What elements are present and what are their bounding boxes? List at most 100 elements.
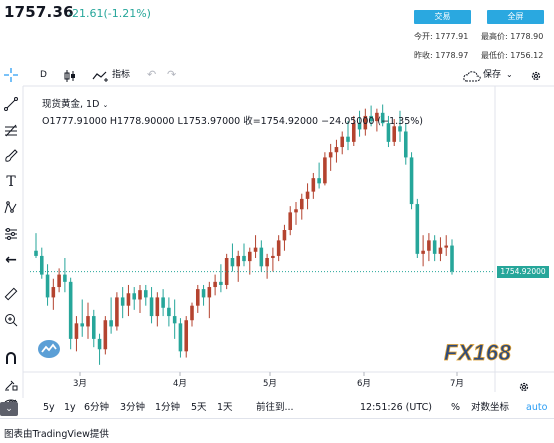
candle-body xyxy=(386,123,391,142)
stat-high: 最高价: 1778.90 xyxy=(481,32,544,41)
pattern-icon[interactable] xyxy=(0,197,22,219)
prediction-icon[interactable] xyxy=(0,223,22,245)
range-5d[interactable]: 5天 xyxy=(191,402,207,413)
candle-body xyxy=(74,323,79,339)
candle-body xyxy=(444,245,449,248)
price-change: -21.61(-1.21%) xyxy=(68,7,151,20)
ohlc-legend: O1777.91000 H1778.90000 L1753.97000 收=17… xyxy=(42,116,423,127)
goto-date-button[interactable]: 前往到... xyxy=(256,402,294,413)
fullscreen-button[interactable]: 全屏 xyxy=(487,10,544,24)
candle-body xyxy=(271,255,275,258)
fx168-watermark: FX168 xyxy=(444,340,540,368)
undo-icon[interactable]: ↶ xyxy=(147,68,157,81)
symbol-legend[interactable]: 现货黄金, 1D ⌄ xyxy=(42,99,109,110)
candle-body xyxy=(161,297,165,308)
candle-body xyxy=(91,316,96,339)
candle-body xyxy=(39,255,44,275)
indicators-icon[interactable] xyxy=(92,69,110,82)
candle-body xyxy=(184,320,189,352)
candle-body xyxy=(68,281,73,339)
candle-body xyxy=(207,287,212,298)
candle-body xyxy=(259,247,264,267)
quote-header: 1757.36 -21.61(-1.21%) 交易 全屏 今开: 1777.91… xyxy=(0,0,554,64)
cloud-icon[interactable] xyxy=(463,69,481,82)
candle-body xyxy=(190,305,194,321)
candle-body xyxy=(126,293,131,306)
candle-body xyxy=(363,115,368,130)
candle-body xyxy=(253,247,258,252)
stat-low: 最低价: 1756.12 xyxy=(481,51,544,60)
candle-body xyxy=(305,191,310,199)
brush-icon[interactable] xyxy=(0,145,22,167)
candle-body xyxy=(438,247,443,254)
candle-body xyxy=(432,240,437,254)
percent-toggle[interactable]: % xyxy=(451,402,461,413)
candle-body xyxy=(143,290,148,298)
drawing-toolbar: T ← xyxy=(0,64,23,417)
save-button[interactable]: 保存 xyxy=(483,70,502,80)
candle-body xyxy=(346,136,350,142)
redo-icon[interactable]: ↷ xyxy=(167,68,177,81)
crosshair-icon[interactable] xyxy=(0,64,22,86)
candle-body xyxy=(282,230,287,241)
range-1y[interactable]: 1y xyxy=(64,402,76,413)
tradingview-logo-icon[interactable] xyxy=(38,340,60,362)
x-tick-label: 7月 xyxy=(450,379,464,389)
candle-body xyxy=(403,131,408,158)
candle-body xyxy=(380,112,385,124)
last-price-tag: 1754.92000 xyxy=(497,265,549,278)
candle-body xyxy=(155,297,160,317)
candle-body xyxy=(398,126,402,132)
trade-button[interactable]: 交易 xyxy=(414,10,471,24)
stat-prev-close: 昨收: 1778.97 xyxy=(414,51,469,60)
candle-body xyxy=(421,250,425,254)
zoom-in-icon[interactable] xyxy=(0,309,22,331)
candle-body xyxy=(103,320,108,350)
chart-toolbar: D 指标 ↶ ↷ 保存 ⌄ xyxy=(0,64,554,86)
range-6min[interactable]: 6分钟 xyxy=(84,402,110,413)
interval-selector[interactable]: D xyxy=(40,70,47,80)
trend-line-icon[interactable] xyxy=(0,93,22,115)
candle-body xyxy=(86,316,90,327)
candle-body xyxy=(265,258,269,267)
last-price: 1757.36 xyxy=(4,3,74,21)
back-arrow-icon[interactable]: ← xyxy=(5,252,17,268)
collapse-toolbar-chevron-icon[interactable]: ⌄ xyxy=(0,402,18,416)
candle-body xyxy=(236,255,241,267)
candle-body xyxy=(230,258,235,267)
candle-body xyxy=(120,297,125,306)
range-3min[interactable]: 3分钟 xyxy=(120,402,146,413)
bottom-toolbar: 5y 1y 6分钟 3分钟 1分钟 5天 1天 前往到... 12:51:26 … xyxy=(0,398,554,418)
axis-settings-gear-icon[interactable] xyxy=(518,378,530,397)
candle-body xyxy=(132,293,137,300)
candle-body xyxy=(369,115,373,122)
candle-body xyxy=(224,258,229,285)
text-icon[interactable]: T xyxy=(6,174,16,190)
range-1d[interactable]: 1天 xyxy=(217,402,233,413)
candle-body xyxy=(247,251,252,262)
ruler-icon[interactable] xyxy=(0,283,22,305)
candle-body xyxy=(219,281,223,285)
credit-text: 图表由TradingView提供 xyxy=(4,429,109,440)
lock-drawing-icon[interactable] xyxy=(0,373,22,395)
auto-scale-toggle[interactable]: auto xyxy=(526,402,548,413)
candle-body xyxy=(328,152,333,158)
log-scale-toggle[interactable]: 对数坐标 xyxy=(471,402,510,413)
gear-icon[interactable] xyxy=(530,69,542,81)
indicators-button[interactable]: 指标 xyxy=(112,70,131,80)
candle-body xyxy=(34,250,38,256)
candle-body xyxy=(242,255,246,262)
range-5y[interactable]: 5y xyxy=(43,402,55,413)
candle-body xyxy=(299,198,304,210)
utc-clock[interactable]: 12:51:26 (UTC) xyxy=(360,402,432,413)
range-1min[interactable]: 1分钟 xyxy=(155,402,181,413)
save-chevron-down-icon[interactable]: ⌄ xyxy=(506,70,513,79)
fib-tools-icon[interactable] xyxy=(0,119,22,141)
candle-body xyxy=(450,245,454,272)
candles-icon[interactable] xyxy=(64,69,76,82)
divider xyxy=(0,418,554,419)
candle-body xyxy=(201,289,206,298)
legend-chevron-down-icon[interactable]: ⌄ xyxy=(102,101,109,109)
price-chart[interactable] xyxy=(0,0,554,398)
magnet-icon[interactable] xyxy=(0,347,22,369)
